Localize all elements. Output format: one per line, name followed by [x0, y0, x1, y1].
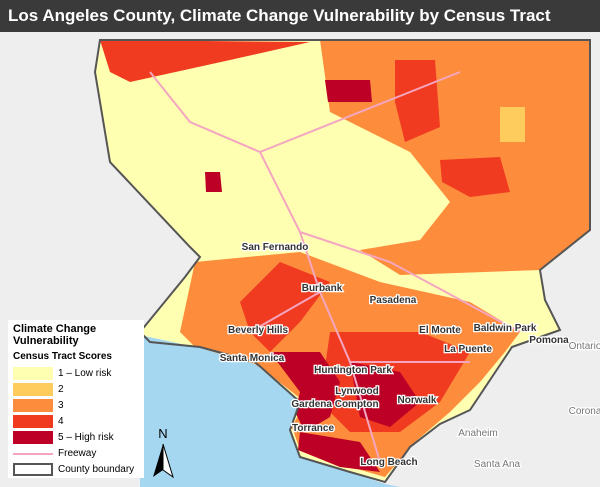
county-boundary — [93, 39, 591, 484]
legend-item: 3 — [13, 397, 139, 413]
place-label: Burbank — [302, 283, 343, 294]
legend-label: County boundary — [58, 463, 135, 475]
region — [298, 432, 380, 472]
place-label: Pasadena — [370, 295, 417, 306]
place-label: Santa Ana — [474, 459, 521, 470]
place-label: Huntington Park — [314, 365, 392, 376]
region — [100, 40, 310, 82]
legend-freeway: Freeway — [13, 445, 139, 461]
freeway — [149, 71, 521, 463]
region — [350, 362, 420, 427]
region — [395, 60, 440, 142]
place-label: Torrance — [292, 423, 334, 434]
region — [325, 80, 372, 102]
legend-label: 5 – High risk — [58, 431, 114, 443]
place-label: Anaheim — [458, 428, 497, 439]
legend-label: Freeway — [58, 447, 97, 459]
legend-swatch — [13, 398, 53, 412]
region — [240, 262, 330, 352]
place-label: Corona — [569, 406, 600, 417]
place-label: Lynwood — [335, 386, 379, 397]
legend-subtitle: Census Tract Scores — [13, 351, 112, 362]
legend-title: Climate Change Vulnerability — [13, 323, 97, 347]
place-label: Santa Monica — [220, 353, 285, 364]
place-label: Long Beach — [360, 457, 417, 468]
legend-label: 1 – Low risk — [58, 367, 112, 379]
place-label: San Fernando — [242, 242, 309, 253]
place-label: La Puente — [444, 344, 492, 355]
legend-item: 1 – Low risk — [13, 365, 139, 381]
region — [320, 40, 590, 275]
map: N San Fernando Burbank Pasadena Beverly Hil… — [93, 39, 600, 487]
north-label: N — [158, 426, 167, 441]
region — [205, 172, 222, 192]
title: Los Angeles County, Climate Change Vulne… — [0, 0, 600, 32]
legend-label: 4 — [58, 415, 64, 427]
place-label: Pomona — [529, 335, 569, 346]
region — [500, 107, 525, 142]
legend-boundary: County boundary — [13, 461, 139, 477]
legend-label: 2 — [58, 383, 64, 395]
ocean — [140, 335, 400, 487]
place-label: El Monte — [419, 325, 461, 336]
place-label: Gardena Compton — [291, 399, 378, 410]
legend-item: 4 — [13, 413, 139, 429]
place-label: Ontario — [569, 341, 600, 352]
place-label: Norwalk — [398, 395, 437, 406]
legend-swatch — [13, 430, 53, 444]
legend-item: 2 — [13, 381, 139, 397]
legend-swatch — [13, 382, 53, 396]
legend-label: 3 — [58, 399, 64, 411]
legend-swatch — [13, 414, 53, 428]
region — [440, 157, 510, 197]
place-label: Beverly Hills — [228, 325, 288, 336]
north-arrow: N — [153, 426, 174, 479]
legend-item: 5 – High risk — [13, 429, 139, 445]
region — [270, 352, 340, 432]
legend-swatch — [13, 366, 53, 380]
legend: Climate Change Vulnerability Census Trac… — [8, 320, 144, 478]
place-label: Baldwin Park — [474, 323, 537, 334]
